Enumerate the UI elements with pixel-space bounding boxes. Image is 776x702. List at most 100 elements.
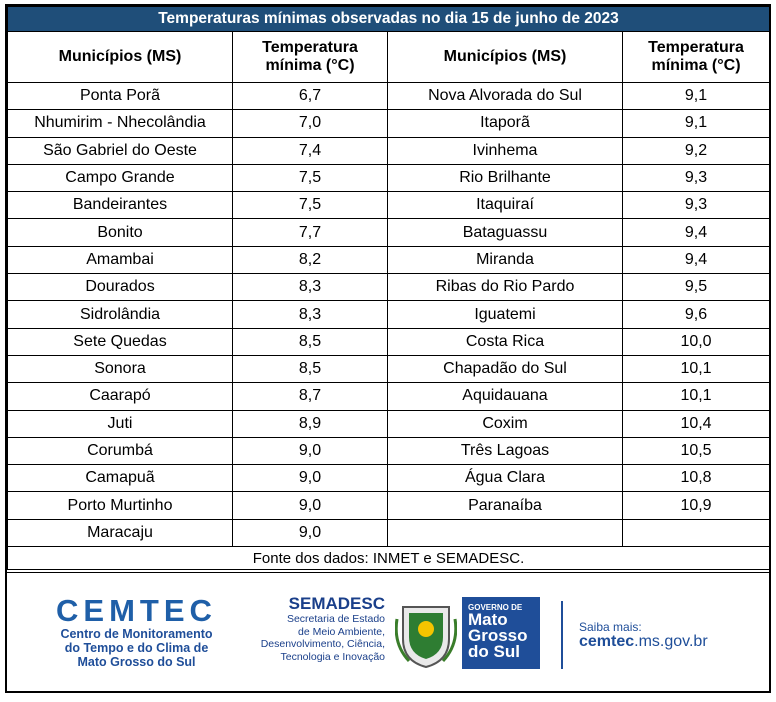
municipality: Itaquiraí bbox=[387, 191, 623, 220]
table-row: Camapuã 9,0 Água Clara 10,8 bbox=[7, 464, 771, 493]
table-row: Amambai 8,2 Miranda 9,4 bbox=[7, 245, 771, 275]
footer: CEMTEC Centro de Monitoramento do Tempo e… bbox=[7, 572, 769, 692]
temperature: 10,0 bbox=[621, 327, 771, 356]
temperature: 8,3 bbox=[232, 273, 388, 302]
cemtec-subtitle: Centro de Monitoramento do Tempo e do Cli… bbox=[49, 627, 224, 669]
temperature: 10,1 bbox=[621, 382, 771, 411]
table-row: Nhumirim - Nhecolândia 7,0 Itaporã 9,1 bbox=[7, 109, 771, 138]
table-row: Caarapó 8,7 Aquidauana 10,1 bbox=[7, 382, 771, 411]
column-header: Municípios (MS) bbox=[387, 31, 623, 83]
municipality: Ribas do Rio Pardo bbox=[387, 273, 623, 302]
empty-cell bbox=[621, 518, 771, 548]
temperature: 8,7 bbox=[232, 382, 388, 411]
table-row: Campo Grande 7,5 Rio Brilhante 9,3 bbox=[7, 163, 771, 193]
municipality: Chapadão do Sul bbox=[387, 354, 623, 384]
separator bbox=[561, 601, 563, 669]
municipality: Ivinhema bbox=[387, 136, 623, 165]
municipality: Corumbá bbox=[7, 436, 233, 466]
temperature: 10,4 bbox=[621, 409, 771, 438]
municipality: Maracaju bbox=[7, 518, 233, 548]
link-rest: .ms.gov.br bbox=[634, 633, 708, 650]
temperature: 9,6 bbox=[621, 300, 771, 329]
link-bold: cemtec bbox=[579, 633, 635, 650]
municipality: Bataguassu bbox=[387, 218, 623, 247]
cemtec-logo: CEMTEC Centro de Monitoramento do Tempo e… bbox=[49, 593, 224, 670]
temperature: 10,5 bbox=[621, 436, 771, 466]
municipality: Juti bbox=[7, 409, 233, 438]
column-header: Municípios (MS) bbox=[7, 31, 233, 83]
municipality: Bandeirantes bbox=[7, 191, 233, 220]
column-header: Temperatura mínima (°C) bbox=[621, 31, 771, 83]
link-label: Saiba mais: bbox=[579, 620, 642, 634]
municipality: Paranaíba bbox=[387, 491, 623, 520]
temperature: 7,5 bbox=[232, 191, 388, 220]
municipality: Nhumirim - Nhecolândia bbox=[7, 109, 233, 138]
temperature: 9,5 bbox=[621, 273, 771, 302]
municipality: Costa Rica bbox=[387, 327, 623, 356]
municipality: Sonora bbox=[7, 354, 233, 384]
municipality: Miranda bbox=[387, 245, 623, 275]
text-line: do Tempo e do Clima de bbox=[64, 641, 209, 655]
source: Fonte dos dados: INMET e SEMADESC. bbox=[6, 546, 771, 571]
temperature: 7,0 bbox=[232, 109, 388, 138]
temperature: 9,0 bbox=[232, 436, 388, 466]
text-line: Desenvolvimento, Ciência, bbox=[260, 638, 385, 650]
municipality: Itaporã bbox=[387, 109, 623, 138]
temperature: 10,9 bbox=[621, 491, 771, 520]
temperature: 9,1 bbox=[621, 81, 771, 111]
table-row: Juti 8,9 Coxim 10,4 bbox=[7, 409, 771, 438]
temperature: 9,4 bbox=[621, 218, 771, 247]
municipality: Três Lagoas bbox=[387, 436, 623, 466]
municipality: Aquidauana bbox=[387, 382, 623, 411]
link-url: cemtec.ms.gov.br bbox=[579, 633, 708, 651]
text-line: Tecnologia e Inovação bbox=[280, 650, 386, 663]
semadesc-name: SEMADESC bbox=[288, 594, 385, 613]
temperature: 6,7 bbox=[232, 81, 388, 111]
temperature: 7,7 bbox=[232, 218, 388, 247]
table-row: Sidrolândia 8,3 Iguatemi 9,6 bbox=[7, 300, 771, 329]
temperature: 8,5 bbox=[232, 354, 388, 384]
municipality: Amambai bbox=[7, 245, 233, 275]
municipality: Nova Alvorada do Sul bbox=[387, 81, 623, 111]
table-title: Temperaturas mínimas observadas no dia 1… bbox=[6, 6, 771, 32]
semadesc-subtitle: Secretaria de Estado de Meio Ambiente, Des… bbox=[235, 613, 385, 663]
temperature: 8,2 bbox=[232, 245, 388, 275]
temperature: 10,1 bbox=[621, 354, 771, 384]
text-line: Mato Grosso do Sul bbox=[77, 655, 196, 669]
municipality: Iguatemi bbox=[387, 300, 623, 329]
municipality: Sidrolândia bbox=[7, 300, 233, 329]
table-body: Ponta Porã 6,7 Nova Alvorada do Sul 9,1 Nhum… bbox=[6, 81, 771, 571]
semadesc-logo: SEMADESC Secretaria de Estado de Meio Amb… bbox=[235, 595, 385, 663]
emblem-star bbox=[418, 621, 434, 637]
temperature: 9,3 bbox=[621, 163, 771, 193]
temperature: 8,5 bbox=[232, 327, 388, 356]
municipality: São Gabriel do Oeste bbox=[7, 136, 233, 165]
governo-logo: GOVERNO DE Mato Grosso do Sul bbox=[462, 597, 540, 669]
text-line: Grosso bbox=[468, 626, 528, 645]
municipality: Sete Quedas bbox=[7, 327, 233, 356]
temperature: 7,4 bbox=[232, 136, 388, 165]
temperature: 9,1 bbox=[621, 109, 771, 138]
municipality: Camapuã bbox=[7, 464, 233, 493]
municipality: Dourados bbox=[7, 273, 233, 302]
text-line: do Sul bbox=[468, 642, 520, 661]
municipality: Ponta Porã bbox=[7, 81, 233, 111]
governo-name: Mato Grosso do Sul bbox=[468, 611, 540, 661]
temperature: 10,8 bbox=[621, 464, 771, 493]
municipality: Rio Brilhante bbox=[387, 163, 623, 193]
temperature: 9,0 bbox=[232, 464, 388, 493]
temperature: 7,5 bbox=[232, 163, 388, 193]
table-row: Dourados 8,3 Ribas do Rio Pardo 9,5 bbox=[7, 273, 771, 302]
table-row: Porto Murtinho 9,0 Paranaíba 10,9 bbox=[7, 491, 771, 520]
table-row: Corumbá 9,0 Três Lagoas 10,5 bbox=[7, 436, 771, 466]
temperature: 9,0 bbox=[232, 518, 388, 548]
table-row: Maracaju 9,0 bbox=[7, 518, 771, 548]
cemtec-name: CEMTEC bbox=[56, 593, 217, 628]
temperature: 8,9 bbox=[232, 409, 388, 438]
temperature: 9,4 bbox=[621, 245, 771, 275]
column-header: Temperatura mínima (°C) bbox=[232, 31, 388, 83]
document: Temperaturas mínimas observadas no dia 1… bbox=[5, 4, 771, 693]
text-line: de Meio Ambiente, bbox=[298, 625, 385, 638]
municipality: Caarapó bbox=[7, 382, 233, 411]
